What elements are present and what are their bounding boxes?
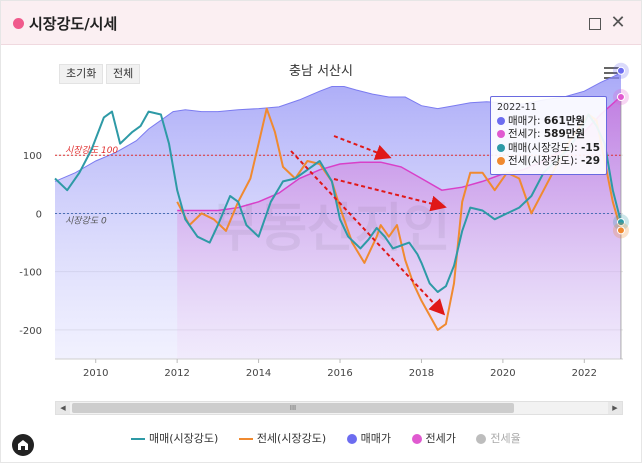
series-dot-icon (497, 116, 505, 125)
line-swatch-icon (131, 438, 145, 440)
chart-legend: 매매(시장강도) 전세(시장강도) 매매가 전세가 전세율 (131, 430, 538, 446)
x-tick-label: 2012 (164, 368, 189, 379)
tooltip-label: 매매가: (508, 114, 544, 127)
tooltip-value: 589만원 (543, 128, 586, 140)
x-tick-label: 2018 (409, 368, 434, 379)
dot-swatch-icon (476, 434, 487, 444)
legend-item-jeonse-price[interactable]: 전세가 (411, 430, 456, 446)
line-swatch-icon (238, 438, 253, 440)
legend-label: 전세율 (490, 432, 521, 445)
tooltip-value: -15 (581, 141, 601, 154)
legend-item-sale-index[interactable]: 매매(시장강도) (131, 430, 218, 446)
legend-item-jeonse-ratio[interactable]: 전세율 (476, 430, 521, 446)
x-tick-label: 2010 (83, 368, 108, 379)
tooltip-date: 2022-11 (497, 102, 537, 113)
chart-tooltip: 2022-11 매매가: 661만원 전세가: 589만원 매매(시장강도): … (490, 96, 607, 175)
title-dot-icon (13, 18, 24, 29)
x-tick-label: 2022 (572, 368, 597, 379)
legend-item-jeonse-index[interactable]: 전세(시장강도) (238, 430, 327, 446)
scroll-right-icon[interactable]: ▶ (608, 402, 622, 414)
hover-marker (616, 218, 625, 227)
sale-index-line (54, 110, 622, 293)
y-tick-label: 100 (23, 151, 42, 162)
reference-line-label: 시장강도 0 (65, 215, 107, 226)
window-titlebar: 시장강도/시세 ✕ (1, 1, 641, 45)
tooltip-row: 매매(시장강도): -15 (497, 142, 600, 156)
scroll-left-icon[interactable]: ◀ (56, 402, 70, 414)
close-icon[interactable]: ✕ (610, 12, 626, 33)
legend-label: 매매가 (360, 432, 391, 445)
legend-label: 전세가 (425, 432, 456, 445)
series-dot-icon (497, 143, 505, 152)
tooltip-row: 전세가: 589만원 (497, 128, 600, 142)
y-tick-label: -100 (19, 268, 42, 279)
y-tick-label: 0 (36, 209, 42, 220)
y-tick-label: -200 (19, 326, 42, 337)
tooltip-label: 전세가: (508, 128, 544, 140)
legend-label: 전세(시장강도) (256, 432, 327, 445)
dot-swatch-icon (411, 434, 422, 444)
series-dot-icon (497, 157, 505, 165)
tooltip-row: 전세(시장강도): -29 (497, 155, 600, 169)
series-dot-icon (497, 130, 505, 138)
tooltip-value: 661만원 (543, 114, 586, 127)
legend-label: 매매(시장강도) (149, 432, 219, 445)
tooltip-value: -29 (581, 155, 601, 167)
range-scrollbar[interactable]: ◀ III ▶ (55, 401, 623, 415)
dot-swatch-icon (346, 434, 357, 444)
reset-button[interactable]: 초기화 (59, 64, 104, 84)
jeonse-price-area (177, 97, 621, 359)
x-tick-label: 2020 (490, 368, 515, 379)
scrollbar-thumb[interactable]: III (72, 403, 514, 413)
home-icon[interactable] (12, 434, 34, 456)
tooltip-label: 전세(시장강도): (508, 155, 582, 167)
x-tick-label: 2014 (246, 368, 271, 379)
tooltip-row: 매매가: 661만원 (497, 115, 600, 129)
tooltip-label: 매매(시장강도): (508, 141, 582, 154)
legend-item-sale-price[interactable]: 매매가 (346, 430, 391, 446)
hover-marker (616, 66, 625, 75)
hover-marker (616, 226, 625, 235)
trend-arrows (290, 135, 447, 316)
chart-title: 충남 서산시 (289, 64, 353, 79)
x-tick-label: 2016 (327, 368, 352, 379)
all-button[interactable]: 전체 (106, 64, 141, 84)
window-title: 시장강도/시세 (29, 15, 118, 33)
maximize-icon[interactable] (589, 18, 601, 30)
hover-marker (616, 93, 625, 101)
